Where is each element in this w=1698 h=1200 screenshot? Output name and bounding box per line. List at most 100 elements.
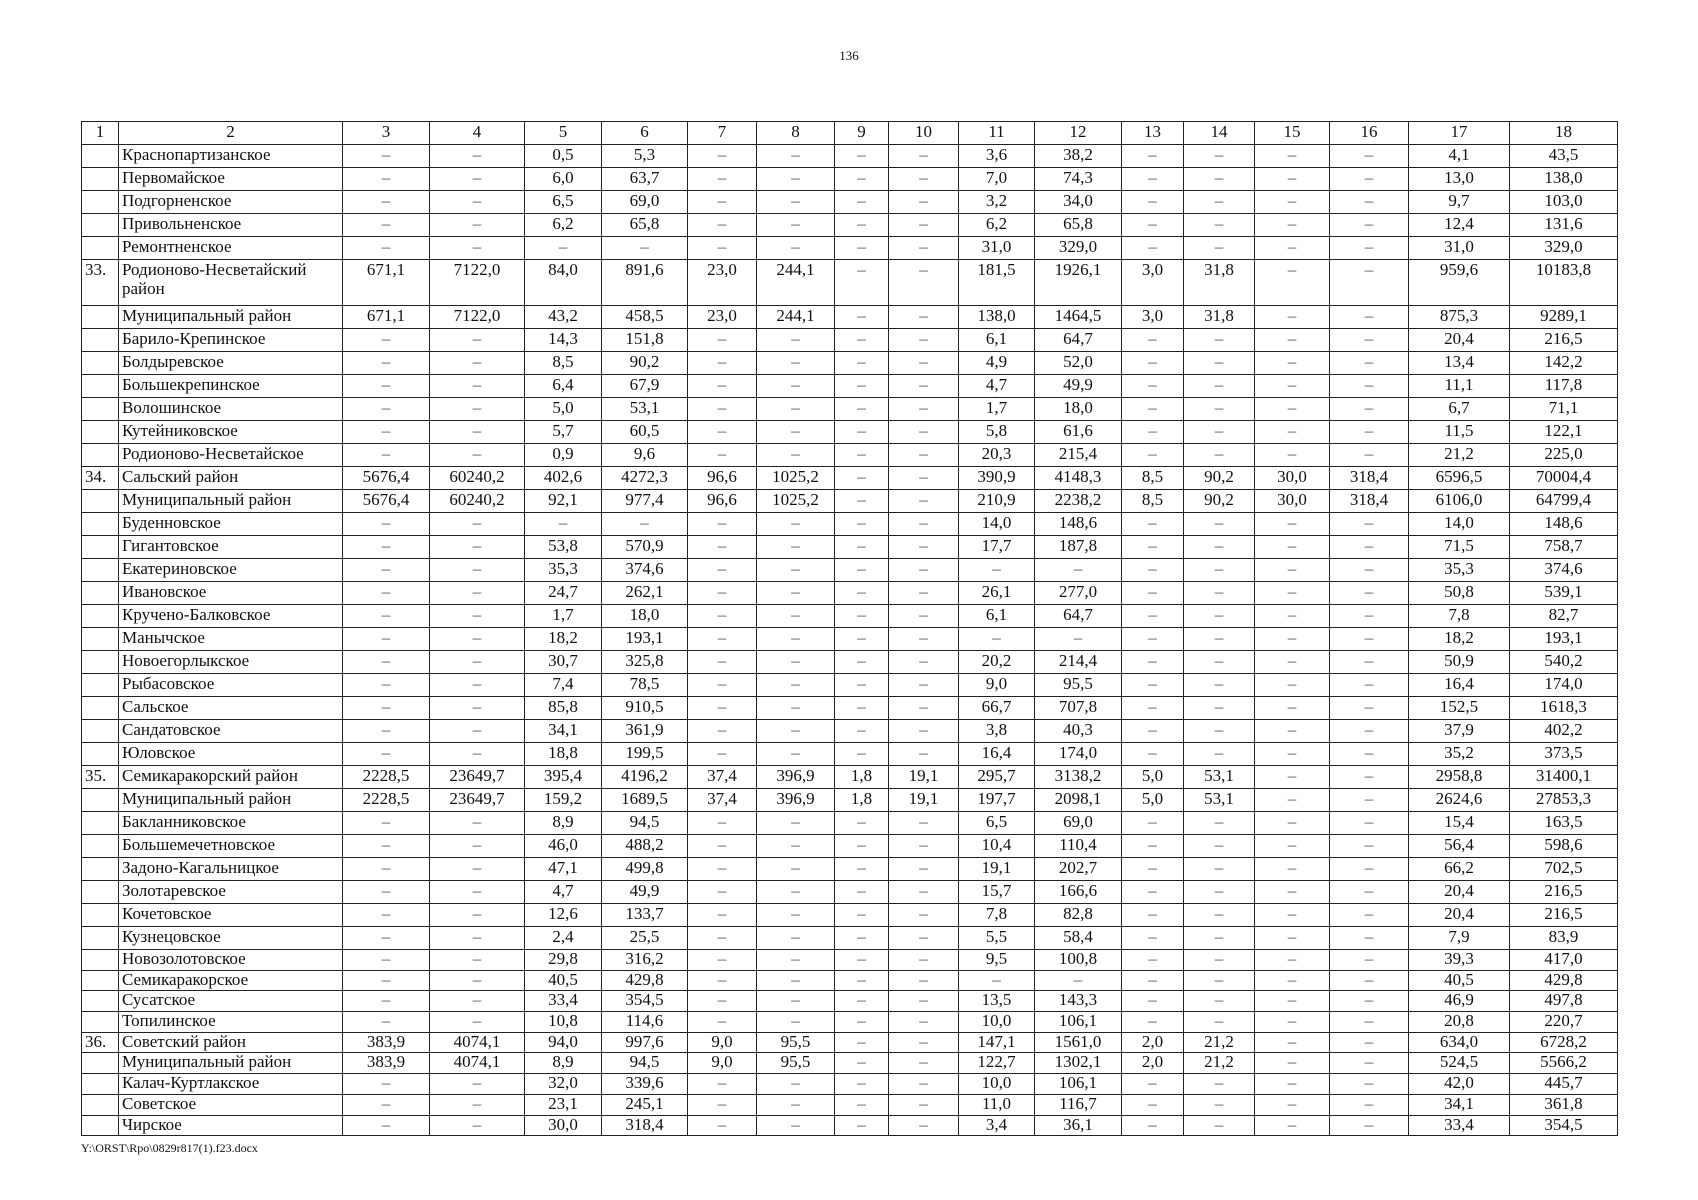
column-header: 12 <box>1034 121 1122 145</box>
cell-col-8: – <box>756 443 835 467</box>
table-row: Юловское – –18,8 199,5– – – –16,4 174,0– – – –35,2… <box>81 742 1618 766</box>
cell-col-8: – <box>756 1114 835 1137</box>
cell-col-10: – <box>888 1073 959 1095</box>
cell-col-4: 4074,1 <box>429 1052 525 1075</box>
cell-col-15: – <box>1254 719 1330 743</box>
row-number <box>81 420 119 444</box>
row-name: Сальское <box>118 696 343 720</box>
cell-col-10: – <box>888 1093 959 1116</box>
cell-col-18: 445,7 <box>1509 1073 1618 1095</box>
cell-col-17: 634,0 <box>1408 1031 1510 1054</box>
cell-col-18: 174,0 <box>1509 673 1618 697</box>
column-header: 10 <box>888 121 959 145</box>
table-row: Советское – –23,1 245,1– – – –11,0 116,7– – – –34,… <box>81 1093 1618 1116</box>
table-row: Буденновское – – – – – – – –14,0 148,6– – – –14,0 148… <box>81 512 1618 536</box>
cell-col-17: 50,9 <box>1408 650 1510 674</box>
row-name: Ремонтненское <box>118 236 343 260</box>
cell-col-11: – <box>958 969 1035 992</box>
cell-col-14: – <box>1183 374 1255 398</box>
cell-col-17: 50,8 <box>1408 581 1510 605</box>
row-number <box>81 1011 119 1033</box>
cell-col-11: 210,9 <box>958 489 1035 513</box>
cell-col-10: – <box>888 351 959 375</box>
cell-col-8: – <box>756 834 835 858</box>
cell-col-5: 84,0 <box>524 259 602 306</box>
cell-col-14: – <box>1183 535 1255 559</box>
cell-col-6: 90,2 <box>601 351 688 375</box>
cell-col-14: – <box>1183 420 1255 444</box>
cell-col-16: – <box>1329 765 1409 789</box>
cell-col-8: – <box>756 880 835 904</box>
cell-col-10: – <box>888 949 959 971</box>
cell-col-18: 361,8 <box>1509 1093 1618 1116</box>
cell-col-12: 4148,3 <box>1034 466 1122 490</box>
cell-col-14: – <box>1183 696 1255 720</box>
cell-col-7: 37,4 <box>687 788 757 812</box>
cell-col-8: – <box>756 673 835 697</box>
cell-col-10: – <box>888 489 959 513</box>
cell-col-9: – <box>834 512 889 536</box>
cell-col-11: 14,0 <box>958 512 1035 536</box>
cell-col-16: – <box>1329 742 1409 766</box>
cell-col-10: – <box>888 990 959 1013</box>
row-name: Кочетовское <box>118 903 343 927</box>
cell-col-5: 0,9 <box>524 443 602 467</box>
cell-col-6: 374,6 <box>601 558 688 582</box>
cell-col-16: – <box>1329 604 1409 628</box>
cell-col-15: – <box>1254 834 1330 858</box>
row-name: Кутейниковское <box>118 420 343 444</box>
cell-col-7: 9,0 <box>687 1031 757 1054</box>
cell-col-16: – <box>1329 1031 1409 1054</box>
cell-col-6: 262,1 <box>601 581 688 605</box>
cell-col-18: 138,0 <box>1509 167 1618 191</box>
cell-col-4: – <box>429 990 525 1013</box>
cell-col-15: – <box>1254 190 1330 214</box>
cell-col-11: 31,0 <box>958 236 1035 260</box>
cell-col-8: – <box>756 1073 835 1095</box>
cell-col-16: – <box>1329 1052 1409 1075</box>
cell-col-16: – <box>1329 857 1409 881</box>
cell-col-7: – <box>687 834 757 858</box>
cell-col-8: – <box>756 558 835 582</box>
cell-col-18: 497,8 <box>1509 990 1618 1013</box>
cell-col-15: – <box>1254 374 1330 398</box>
cell-col-9: – <box>834 949 889 971</box>
cell-col-3: – <box>342 535 430 559</box>
column-header: 13 <box>1121 121 1184 145</box>
cell-col-3: 2228,5 <box>342 765 430 789</box>
cell-col-8: 396,9 <box>756 788 835 812</box>
cell-col-3: – <box>342 167 430 191</box>
cell-col-16: – <box>1329 144 1409 168</box>
cell-col-16: – <box>1329 259 1409 306</box>
cell-col-9: – <box>834 259 889 306</box>
cell-col-5: 8,9 <box>524 1052 602 1075</box>
cell-col-11: 122,7 <box>958 1052 1035 1075</box>
cell-col-4: 7122,0 <box>429 305 525 329</box>
cell-col-4: – <box>429 1114 525 1137</box>
cell-col-12: 52,0 <box>1034 351 1122 375</box>
cell-col-13: – <box>1121 650 1184 674</box>
cell-col-10: – <box>888 857 959 881</box>
cell-col-11: 13,5 <box>958 990 1035 1013</box>
cell-col-14: – <box>1183 512 1255 536</box>
cell-col-17: 20,4 <box>1408 880 1510 904</box>
cell-col-9: – <box>834 969 889 992</box>
cell-col-11: 295,7 <box>958 765 1035 789</box>
cell-col-13: – <box>1121 742 1184 766</box>
cell-col-9: – <box>834 834 889 858</box>
row-name: Новозолотовское <box>118 949 343 971</box>
table-row: Родионово-Несветайское – –0,9 9,6– – – –20,3 21… <box>81 443 1618 467</box>
cell-col-17: 152,5 <box>1408 696 1510 720</box>
cell-col-9: 1,8 <box>834 788 889 812</box>
cell-col-10: – <box>888 213 959 237</box>
cell-col-12: 64,7 <box>1034 604 1122 628</box>
cell-col-8: – <box>756 144 835 168</box>
cell-col-8: – <box>756 213 835 237</box>
cell-col-9: – <box>834 650 889 674</box>
cell-col-4: 60240,2 <box>429 489 525 513</box>
column-header: 1 <box>81 121 119 145</box>
cell-col-10: – <box>888 926 959 950</box>
cell-col-13: – <box>1121 811 1184 835</box>
column-header: 18 <box>1509 121 1618 145</box>
cell-col-6: 18,0 <box>601 604 688 628</box>
